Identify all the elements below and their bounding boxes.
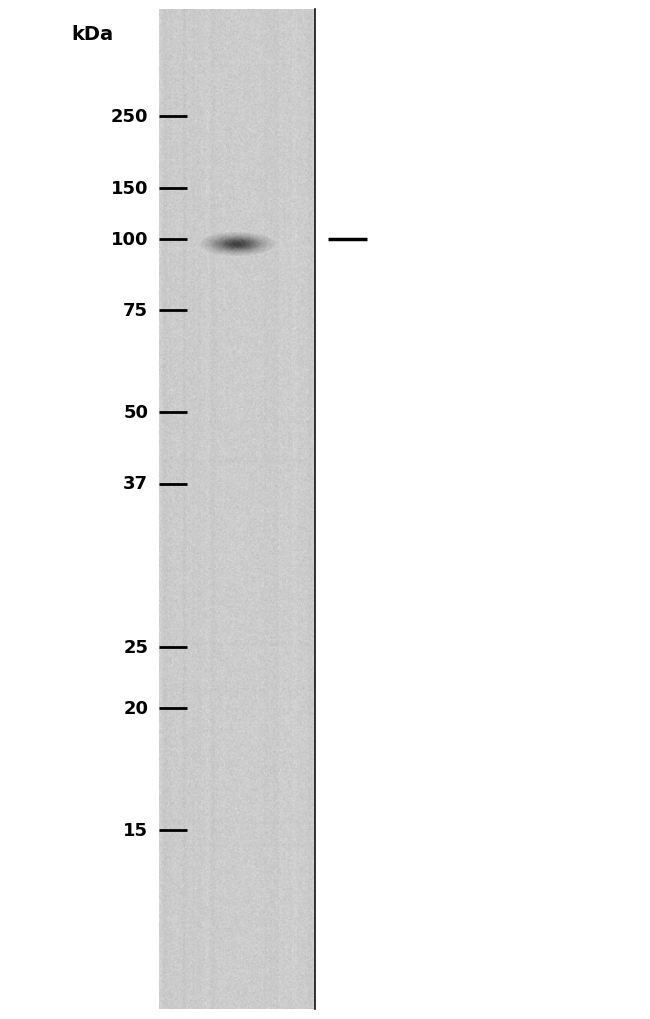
Text: 250: 250 <box>111 108 148 126</box>
Bar <box>316 10 650 1009</box>
Text: 25: 25 <box>124 638 148 656</box>
Text: 50: 50 <box>124 404 148 422</box>
Text: 37: 37 <box>124 475 148 493</box>
Text: 75: 75 <box>124 302 148 320</box>
Text: 20: 20 <box>124 699 148 717</box>
Text: 100: 100 <box>111 230 148 249</box>
Text: kDa: kDa <box>72 25 114 45</box>
Text: 150: 150 <box>111 179 148 198</box>
Text: 15: 15 <box>124 821 148 840</box>
